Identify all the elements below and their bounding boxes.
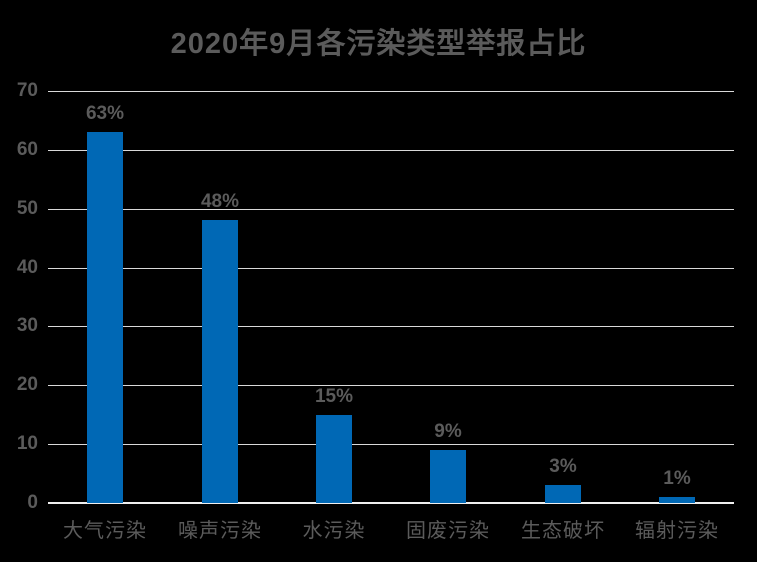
bar xyxy=(202,220,238,503)
gridline xyxy=(48,208,734,210)
y-tick-label: 0 xyxy=(27,492,38,513)
y-tick-label: 40 xyxy=(16,256,38,278)
data-label: 48% xyxy=(200,191,240,212)
bar xyxy=(545,485,581,503)
gridline xyxy=(48,149,734,151)
chart-title: 2020年9月各污染类型举报占比 xyxy=(170,28,587,60)
gridline xyxy=(48,385,734,387)
bar xyxy=(430,450,466,503)
y-tick-label: 20 xyxy=(16,374,38,396)
y-tick-label: 30 xyxy=(16,315,38,337)
gridline xyxy=(48,267,734,269)
category-label: 固废污染 xyxy=(406,520,490,542)
category-label: 水污染 xyxy=(302,520,366,542)
gridline xyxy=(48,326,734,328)
x-axis-line xyxy=(48,502,734,504)
data-label: 3% xyxy=(549,456,577,477)
data-label: 63% xyxy=(85,103,125,124)
bar xyxy=(659,497,695,503)
gridline xyxy=(48,444,734,446)
category-label: 生态破坏 xyxy=(521,520,605,542)
category-label: 大气污染 xyxy=(63,520,147,542)
bar xyxy=(316,415,352,503)
data-label: 9% xyxy=(434,421,462,442)
y-tick-label: 50 xyxy=(16,197,38,219)
bar xyxy=(87,132,123,503)
gridline xyxy=(48,91,734,92)
category-label: 辐射污染 xyxy=(635,520,719,542)
y-tick-label: 10 xyxy=(16,433,38,455)
y-tick-label: 70 xyxy=(16,80,38,101)
plot-area: 63% 48% 15% 9% 3% 1% xyxy=(48,91,734,504)
y-tick-label: 60 xyxy=(16,138,38,160)
data-label: 1% xyxy=(663,468,691,489)
category-label: 噪声污染 xyxy=(178,520,262,542)
data-label: 15% xyxy=(314,386,354,407)
